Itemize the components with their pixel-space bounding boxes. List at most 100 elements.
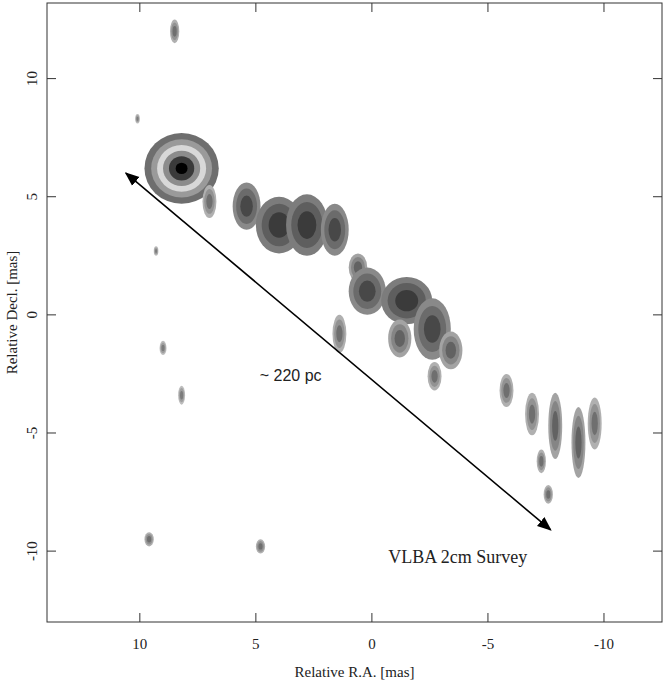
- x-tick: [371, 613, 372, 622]
- y-tick: [653, 432, 662, 433]
- component-level: [429, 366, 439, 387]
- component-level: [240, 196, 253, 217]
- component-level: [154, 246, 159, 255]
- component-level: [257, 541, 264, 552]
- component: [588, 398, 602, 450]
- y-tick: [653, 196, 662, 197]
- y-tick: [47, 551, 56, 552]
- component-level: [206, 194, 212, 209]
- component-level: [329, 218, 342, 241]
- component-level: [151, 139, 212, 197]
- component-level: [391, 324, 408, 352]
- y-tick-label: 10: [24, 71, 40, 86]
- component-level: [180, 391, 183, 400]
- component-level: [135, 114, 140, 123]
- component: [349, 268, 386, 315]
- y-tick-label: 0: [24, 311, 40, 319]
- scale-label: ~ 220 pc: [260, 367, 322, 384]
- component-level: [550, 401, 560, 451]
- y-tick: [653, 314, 662, 315]
- component-level: [202, 185, 216, 218]
- component-level: [424, 315, 441, 343]
- component-level: [439, 331, 462, 369]
- x-tick: [255, 613, 256, 622]
- y-tick: [47, 78, 56, 79]
- component: [428, 362, 442, 390]
- scale-arrow: [126, 173, 551, 530]
- component-level: [575, 426, 581, 458]
- component-level: [503, 383, 509, 398]
- component-level: [388, 320, 411, 358]
- component-level: [321, 204, 349, 256]
- component: [170, 20, 179, 44]
- component-level: [236, 188, 257, 223]
- component-level: [176, 163, 188, 174]
- component-level: [160, 341, 167, 355]
- component-level: [571, 407, 585, 478]
- component-level: [256, 539, 265, 553]
- component-level: [136, 117, 138, 121]
- component: [332, 315, 346, 353]
- component: [439, 331, 462, 369]
- component-level: [155, 249, 157, 253]
- component: [135, 114, 140, 123]
- component-level: [157, 145, 206, 192]
- x-tick: [603, 3, 604, 12]
- component: [388, 320, 411, 358]
- y-tick: [653, 78, 662, 79]
- component-level: [154, 248, 157, 255]
- component-level: [144, 532, 153, 546]
- component-level: [529, 405, 535, 424]
- component-level: [169, 156, 194, 180]
- component-level: [336, 325, 342, 342]
- plot-frame: [47, 3, 662, 622]
- chart: 1050-5-10-10-50510Relative R.A. [mas]Rel…: [0, 0, 668, 689]
- component-level: [545, 487, 552, 501]
- component-level: [173, 26, 177, 37]
- component-level: [160, 343, 165, 354]
- component-level: [359, 281, 376, 302]
- y-tick-label: -5: [24, 427, 40, 440]
- component-level: [500, 374, 514, 407]
- component: [571, 407, 585, 478]
- component: [537, 450, 546, 474]
- component: [500, 374, 514, 407]
- survey-label: VLBA 2cm Survey: [388, 547, 527, 567]
- x-tick: [139, 3, 140, 12]
- component: [544, 485, 553, 504]
- component-level: [538, 452, 545, 470]
- component-level: [334, 320, 344, 348]
- component-level: [546, 490, 550, 499]
- component-level: [332, 315, 346, 353]
- component-level: [161, 345, 164, 351]
- component-level: [446, 342, 456, 359]
- component-level: [544, 485, 553, 504]
- component-level: [178, 386, 185, 405]
- component-level: [147, 536, 151, 542]
- x-tick: [139, 613, 140, 622]
- x-tick-label: 0: [368, 636, 376, 652]
- component: [154, 246, 159, 255]
- component-level: [588, 398, 602, 450]
- component: [144, 532, 153, 546]
- y-tick: [47, 432, 56, 433]
- image-components: [135, 20, 601, 554]
- x-tick: [371, 3, 372, 12]
- x-tick-label: 10: [132, 636, 147, 652]
- component: [202, 185, 216, 218]
- component-level: [592, 412, 598, 435]
- component: [256, 539, 265, 553]
- component-level: [525, 393, 539, 436]
- component-level: [589, 404, 599, 443]
- component-level: [163, 151, 200, 186]
- x-tick-label: -5: [482, 636, 495, 652]
- y-tick-label: 5: [24, 193, 40, 201]
- x-tick-label: -10: [594, 636, 614, 652]
- component-level: [349, 268, 386, 315]
- component: [525, 393, 539, 436]
- component-level: [501, 378, 511, 403]
- x-tick-label: 5: [252, 636, 260, 652]
- y-axis-title: Relative Decl. [mas]: [4, 251, 20, 375]
- component-level: [539, 456, 543, 467]
- x-axis-title: Relative R.A. [mas]: [295, 664, 415, 680]
